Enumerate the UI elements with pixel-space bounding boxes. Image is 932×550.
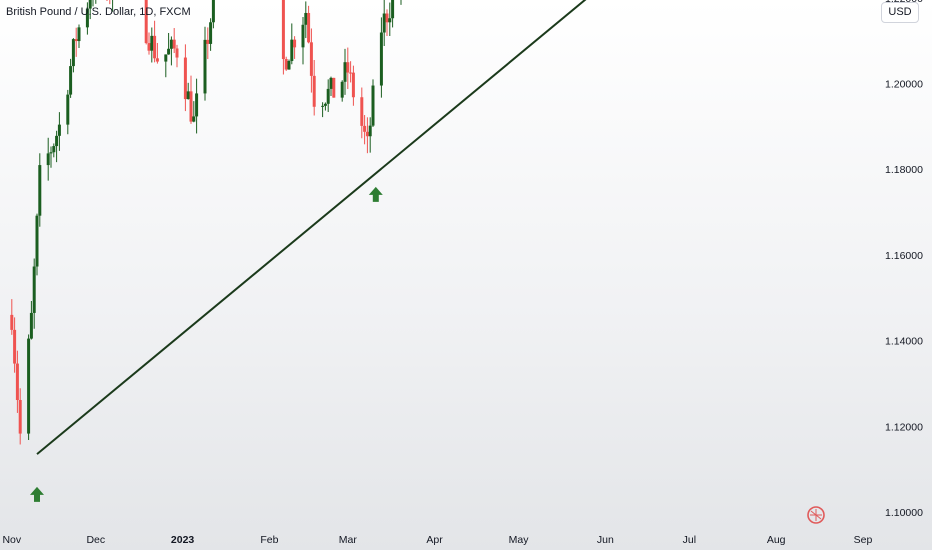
currency-button[interactable]: USD [881, 2, 919, 23]
candle-body [69, 66, 73, 95]
x-tick-label: Apr [426, 534, 443, 546]
candle-body [293, 39, 297, 48]
candle-body [312, 75, 316, 107]
candle-body [18, 399, 22, 434]
candle-body [332, 77, 336, 98]
candle-body [351, 72, 355, 98]
candle-body [167, 48, 171, 55]
x-tick-label: May [509, 534, 530, 546]
x-tick-label: Jun [597, 534, 614, 546]
y-tick-label: 1.10000 [885, 507, 923, 519]
candle-body [368, 125, 372, 137]
candle-body [340, 81, 344, 98]
candle-body [323, 103, 327, 106]
x-tick-label: Aug [767, 534, 786, 546]
trendline [36, 0, 587, 455]
x-tick-label: Dec [86, 534, 105, 546]
candle-body [284, 59, 288, 70]
candle-body [29, 312, 33, 339]
candle-body [371, 85, 375, 126]
candle-body [309, 42, 313, 76]
candle-body [46, 153, 50, 166]
y-tick-label: 1.18000 [885, 164, 923, 176]
candle-body [147, 43, 151, 51]
candle-body [186, 91, 190, 100]
candle-body [144, 0, 148, 44]
candle-body [321, 105, 325, 107]
candle-body [192, 116, 196, 122]
arrow-up-icon [368, 186, 383, 202]
candle-body [195, 93, 199, 117]
candle-body [35, 215, 39, 267]
candle-body [388, 18, 392, 23]
candle-body [307, 12, 311, 43]
candle-body [27, 338, 31, 434]
x-tick-label: Jul [683, 534, 696, 546]
candle-body [164, 54, 168, 62]
candle-body [52, 146, 56, 153]
candle-body [287, 60, 291, 70]
candle-body [189, 91, 193, 122]
candle-body [153, 35, 157, 59]
candle-body [391, 0, 395, 19]
candle-body [13, 329, 17, 364]
candle-body [55, 135, 59, 147]
x-tick-label: Feb [260, 534, 278, 546]
y-tick-label: 1.12000 [885, 421, 923, 433]
candle-body [326, 88, 330, 104]
candle-body [211, 0, 215, 23]
candle-body [363, 125, 367, 132]
candle-body [301, 24, 305, 48]
candle-body [49, 152, 53, 154]
candle-body [379, 32, 383, 86]
candle-body [209, 22, 213, 44]
candle-body [77, 27, 81, 42]
candle-body [329, 77, 333, 89]
candle-body [343, 62, 347, 82]
candles [10, 0, 402, 445]
candle-body [382, 13, 386, 33]
x-tick-label: Mar [339, 534, 358, 546]
y-tick-label: 1.20000 [885, 79, 923, 91]
candle-body [32, 266, 36, 313]
candle-body [203, 39, 207, 94]
candle-body [10, 314, 14, 330]
arrow-up-icon [30, 486, 44, 502]
candle-body [74, 39, 78, 42]
candle-body [385, 13, 389, 23]
x-tick-label: Nov [2, 534, 21, 546]
candle-body [88, 0, 92, 9]
candle-body [290, 39, 294, 61]
candle-body [57, 124, 61, 136]
candle-body [150, 35, 154, 51]
candle-body [346, 62, 350, 73]
candle-body [183, 57, 187, 100]
candle-body [172, 39, 176, 49]
candle-body [365, 131, 369, 137]
candle-body [349, 72, 353, 74]
tradingview-logo-icon[interactable] [807, 506, 825, 524]
candle-body [155, 58, 159, 62]
y-tick-label: 1.14000 [885, 336, 923, 348]
candle-body [38, 165, 42, 216]
candle-body [175, 48, 179, 58]
candle-body [85, 8, 89, 28]
candle-body [360, 97, 364, 126]
chart-title: British Pound / U.S. Dollar, 1D, FXCM [6, 6, 191, 18]
candle-body [71, 39, 75, 67]
y-tick-label: 1.16000 [885, 250, 923, 262]
x-tick-label: 2023 [171, 534, 195, 546]
candle-body [304, 12, 308, 25]
candle-body [281, 0, 285, 60]
candle-body [66, 94, 70, 125]
candle-body [206, 39, 210, 44]
candle-body [15, 363, 19, 400]
candle-body [169, 39, 173, 49]
x-tick-label: Sep [854, 534, 873, 546]
